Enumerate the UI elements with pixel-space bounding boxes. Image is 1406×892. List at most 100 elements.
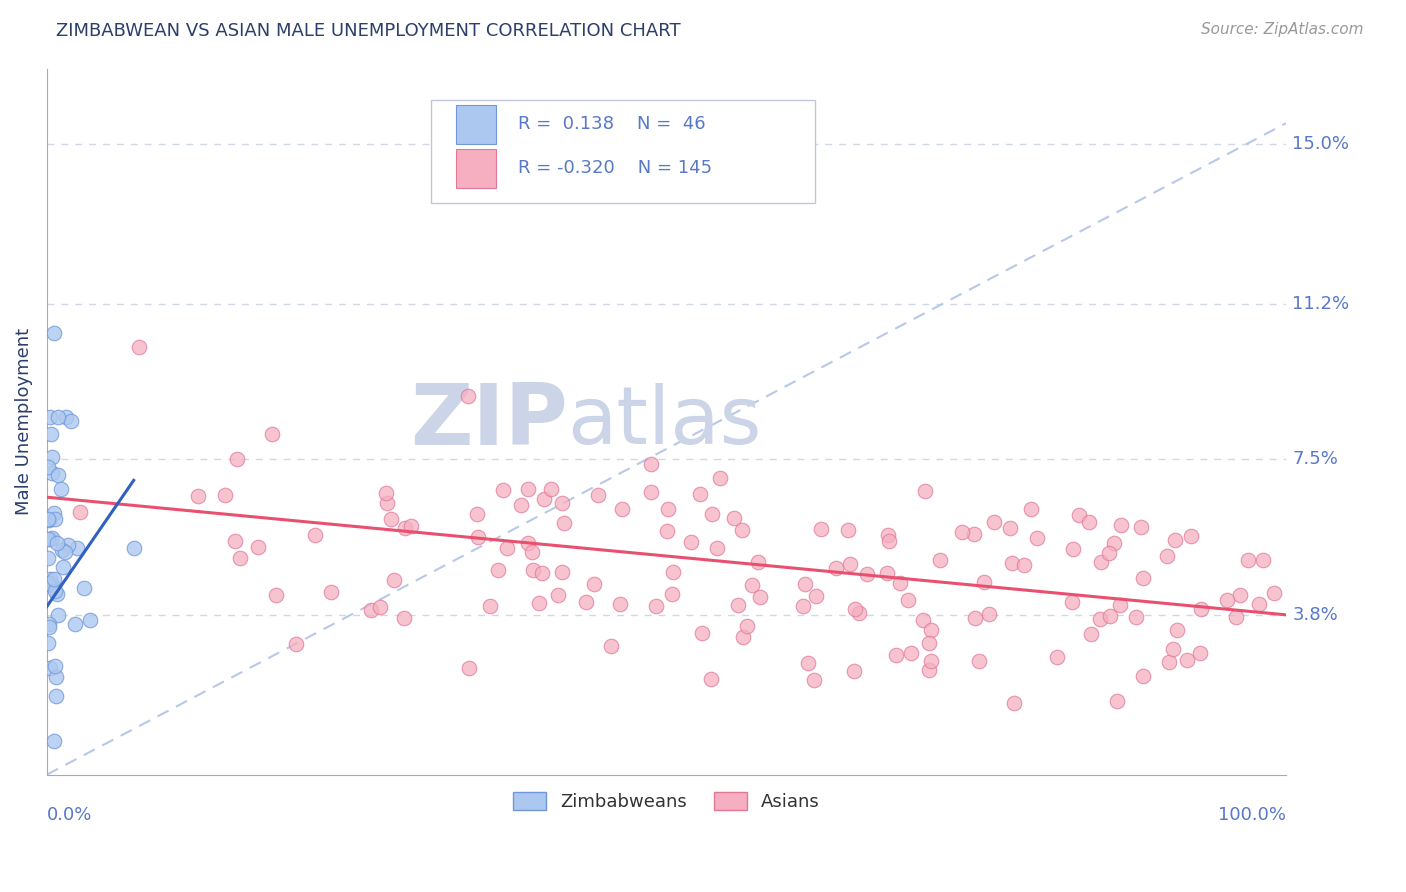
Point xyxy=(1067,508,1090,522)
Point xyxy=(747,555,769,569)
Point xyxy=(1132,669,1154,683)
Point xyxy=(41,531,63,545)
Point xyxy=(266,588,288,602)
Point xyxy=(375,485,398,500)
Point xyxy=(662,565,685,579)
Point xyxy=(39,661,62,675)
Point xyxy=(44,512,66,526)
Point xyxy=(918,636,941,650)
Point xyxy=(1163,533,1185,547)
Point xyxy=(51,483,73,497)
Point xyxy=(640,457,662,471)
Point xyxy=(844,602,866,616)
Point xyxy=(45,689,67,703)
Point xyxy=(977,607,1000,622)
Point xyxy=(37,512,59,526)
Point xyxy=(42,326,65,341)
Point xyxy=(39,576,62,591)
Point xyxy=(41,426,63,441)
Point xyxy=(998,521,1021,535)
Point xyxy=(657,502,679,516)
Point xyxy=(41,578,63,592)
Point xyxy=(741,578,763,592)
Point xyxy=(46,536,69,550)
FancyBboxPatch shape xyxy=(456,149,495,187)
Point xyxy=(380,511,402,525)
Text: atlas: atlas xyxy=(568,383,762,460)
Point xyxy=(37,636,59,650)
Point xyxy=(1088,612,1111,626)
Point xyxy=(55,410,77,425)
Point xyxy=(1002,696,1025,710)
Point xyxy=(38,410,60,425)
Point xyxy=(46,587,69,601)
Point xyxy=(702,508,724,522)
Point xyxy=(225,452,247,467)
Point xyxy=(963,527,986,541)
Point xyxy=(640,484,662,499)
Point xyxy=(53,544,76,558)
Point xyxy=(457,388,479,402)
Point xyxy=(700,672,723,686)
Point xyxy=(73,581,96,595)
Point xyxy=(723,511,745,525)
Text: ZIMBABWEAN VS ASIAN MALE UNEMPLOYMENT CORRELATION CHART: ZIMBABWEAN VS ASIAN MALE UNEMPLOYMENT CO… xyxy=(56,22,681,40)
Point xyxy=(973,574,995,589)
Point xyxy=(1236,552,1258,566)
Point xyxy=(399,518,422,533)
Point xyxy=(394,521,416,535)
Text: 11.2%: 11.2% xyxy=(1292,295,1350,313)
Point xyxy=(1062,595,1084,609)
Point xyxy=(950,524,973,539)
Point xyxy=(1090,556,1112,570)
Point xyxy=(375,496,398,510)
Point xyxy=(530,566,553,580)
Text: 15.0%: 15.0% xyxy=(1292,136,1350,153)
Point xyxy=(914,483,936,498)
Point xyxy=(41,466,63,480)
Point xyxy=(1062,542,1084,557)
Point xyxy=(486,564,509,578)
Point xyxy=(689,487,711,501)
Point xyxy=(1247,597,1270,611)
Point xyxy=(79,613,101,627)
Point xyxy=(51,542,73,557)
Point xyxy=(547,588,569,602)
Point xyxy=(661,587,683,601)
Point xyxy=(920,653,942,667)
Point xyxy=(824,561,846,575)
Point xyxy=(56,538,79,552)
Point xyxy=(1189,602,1212,616)
Point xyxy=(42,734,65,748)
Point xyxy=(38,513,60,527)
Point xyxy=(928,553,950,567)
Point xyxy=(551,495,574,509)
Point xyxy=(37,532,59,546)
Point xyxy=(583,577,606,591)
Text: ZIP: ZIP xyxy=(409,380,568,463)
Point xyxy=(876,566,898,580)
Point xyxy=(69,505,91,519)
Point xyxy=(52,560,75,574)
Point xyxy=(260,427,283,442)
Point xyxy=(516,483,538,497)
Point xyxy=(63,617,86,632)
Point xyxy=(491,483,513,498)
Point xyxy=(46,607,69,622)
Text: 7.5%: 7.5% xyxy=(1292,450,1339,468)
Point xyxy=(838,557,860,571)
Point xyxy=(810,522,832,536)
Point xyxy=(39,532,62,546)
Point xyxy=(1098,546,1121,560)
Point xyxy=(612,502,634,516)
Point xyxy=(1102,535,1125,549)
Point xyxy=(877,528,900,542)
Point xyxy=(600,639,623,653)
Point xyxy=(122,541,145,555)
Point xyxy=(842,665,865,679)
Point xyxy=(467,530,489,544)
Text: 100.0%: 100.0% xyxy=(1218,806,1286,824)
Point xyxy=(38,572,60,586)
Text: R =  0.138    N =  46: R = 0.138 N = 46 xyxy=(517,115,706,134)
Point xyxy=(465,508,488,522)
